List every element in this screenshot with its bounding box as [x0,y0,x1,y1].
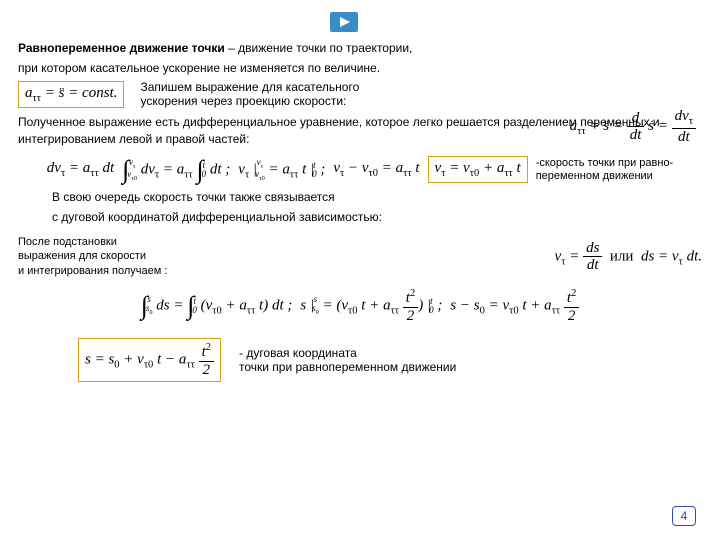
slide-content: Равнопеременное движение точки – движени… [0,0,720,392]
formula-s-result-box: s = s0 + vτ0 t − aττ t22 [78,338,221,382]
definition-line-2: при котором касательное ускорение не изм… [18,60,702,76]
para-after-sub: После подстановкивыражения для скоростии… [18,235,167,278]
formula-dvdt: aττ = s̈ = ddt ṡ = dvτdt [570,108,696,145]
formula-int-v: ∫vτvτ0 dvτ = aττ ∫t0 dt ; [122,155,230,185]
note-arc-coord: - дуговая координататочки при равноперем… [239,346,456,374]
formula-sub-s: s − s0 = vτ0 t + aττ t22 [450,288,579,324]
row-vs-relation: После подстановкивыражения для скоростии… [18,235,702,278]
note-velocity: -скорость точки при равно-переменном дви… [536,157,674,183]
row-s-result: s = s0 + vτ0 t − aττ t22 - дуговая коорд… [78,338,702,382]
page-number-badge: 4 [672,506,696,526]
formula-sub-v: vτ − vτ0 = aττ t [333,160,419,179]
formula-vs: vτ = dsdt или ds = vτ dt. [555,240,702,274]
formula-eval-s: s |ss0 = (vτ0 t + aττ t22) |t0 ; [300,288,442,324]
row-integration-s: ∫ss0 ds = ∫t0 (vτ0 + aττ t) dt ; s |ss0 … [18,288,702,324]
play-nav-icon[interactable] [330,12,358,32]
formula-int-s: ∫ss0 ds = ∫t0 (vτ0 + aττ t) dt ; [141,291,293,321]
formula-const-box: aττ = s̈ = const. [18,81,124,108]
para-vs-2: с дуговой координатой дифференциальной з… [52,209,702,225]
formula-v-result-box: vτ = vτ0 + aττ t [428,156,528,183]
term-bold: Равнопеременное движение точки [18,41,225,55]
para-vs-1: В свою очередь скорость точки также связ… [52,189,702,205]
formula-eval-v: vτ |vτvτ0 = aττ t |t0 ; [238,158,325,182]
note-tangential: Запишем выражение для касательного ускор… [140,80,359,108]
row-const-and-note: aττ = s̈ = const. Запишем выражение для … [18,80,702,108]
formula-dv: dvτ = aττ dt [47,160,114,179]
row-integration-v: dvτ = aττ dt ∫vτvτ0 dvτ = aττ ∫t0 dt ; v… [18,155,702,185]
definition-line-1: Равнопеременное движение точки – движени… [18,40,702,56]
